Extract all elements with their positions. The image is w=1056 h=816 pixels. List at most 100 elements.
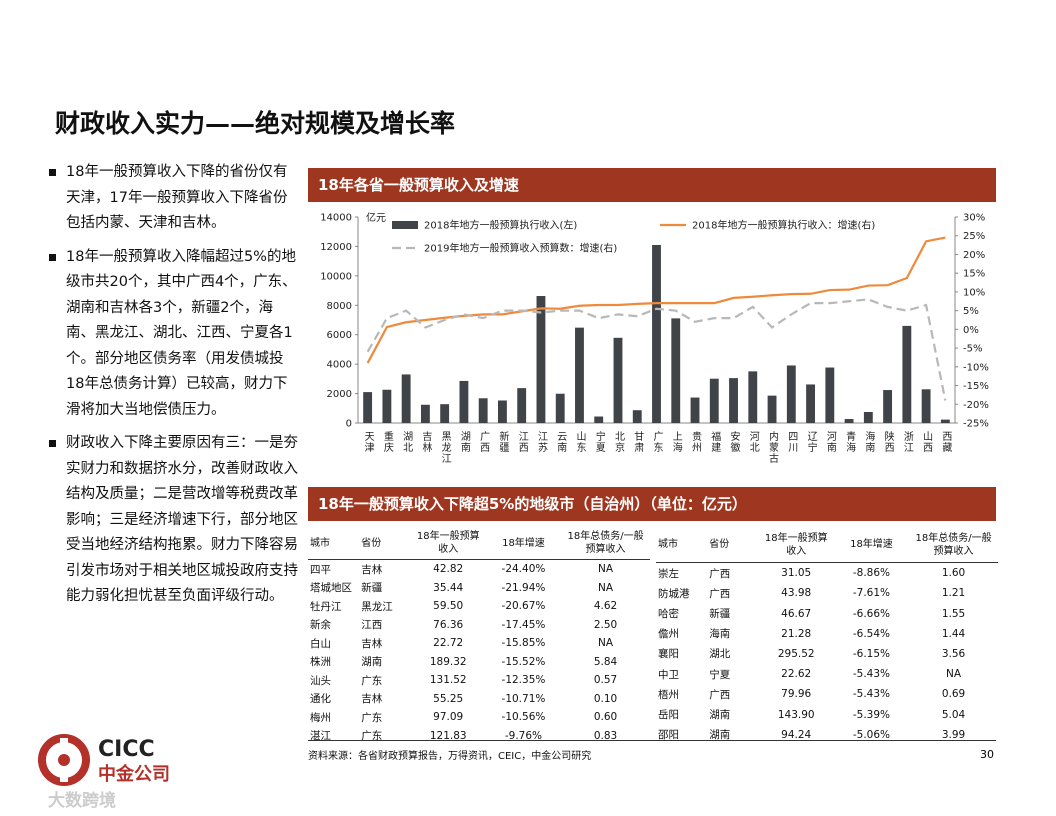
- table-cell: -24.40%: [501, 563, 546, 576]
- table-cell: -20.67%: [501, 600, 546, 613]
- column-header: 18年一般预算收入: [758, 527, 834, 563]
- table-cell: 广东: [361, 711, 383, 724]
- bar: [555, 393, 565, 423]
- legend-swatch: [392, 221, 418, 229]
- table-cell: 1.21: [941, 587, 966, 600]
- table-cell: 广西: [709, 587, 731, 600]
- table-cell: 通化: [310, 693, 331, 706]
- table-cell: 43.98: [781, 587, 812, 600]
- x-tick-label: 吉林: [420, 431, 432, 453]
- table-cell: 35.44: [433, 581, 464, 594]
- table-cell: 湖北: [709, 648, 731, 661]
- x-tick-label: 甘肃: [632, 430, 644, 453]
- x-tick-label: 贵州: [690, 430, 702, 453]
- x-tick-label: 云南: [555, 431, 567, 453]
- table-cell: NA: [598, 581, 614, 594]
- legend-label: 2018年地方一般预算执行收入(左): [424, 219, 577, 232]
- table-cell: 0.10: [593, 692, 618, 705]
- table-row: 崇左 广西 31.05 -8.86% 1.60: [656, 563, 998, 584]
- legend-label: 2018年地方一般预算执行收入：增速(右): [692, 219, 875, 232]
- table-cell: 襄阳: [658, 648, 679, 661]
- logo: CICC 中金公司: [38, 734, 170, 786]
- table-row: 湛江 广东 121.83 -9.76% 0.83: [308, 727, 650, 746]
- bar: [690, 397, 700, 423]
- table-cell: 株洲: [310, 656, 331, 669]
- chart-title: 18年各省一般预算收入及增速: [308, 168, 996, 202]
- table-cell: 0.69: [941, 688, 966, 701]
- table-cell: -9.76%: [504, 729, 543, 742]
- table-cell: 新余: [310, 619, 331, 632]
- column-header: 城市: [656, 527, 708, 563]
- table-cell: 湖南: [709, 729, 731, 742]
- x-tick-label: 北京: [612, 431, 624, 453]
- y2-tick-label: -15%: [963, 381, 989, 392]
- table-cell: 131.52: [429, 674, 467, 687]
- x-tick-label: 宁夏: [593, 430, 605, 453]
- table-row: 牡丹江 黑龙江 59.50 -20.67% 4.62: [308, 597, 650, 616]
- y2-tick-label: 10%: [963, 287, 985, 298]
- x-tick-label: 广东: [651, 431, 663, 453]
- table-cell: -15.85%: [501, 637, 546, 650]
- table-cell: 哈密: [658, 608, 679, 621]
- chart: 0 2000 4000 6000 8000 10000 12000 14000 -25% -20%…: [320, 211, 989, 464]
- table-cell: 4.62: [593, 600, 618, 613]
- table-cell: 42.82: [433, 563, 464, 576]
- x-tick-label: 天津: [362, 431, 374, 453]
- table-cell: -7.61%: [852, 587, 891, 600]
- x-tick-label: 西藏: [940, 431, 952, 453]
- bar: [459, 380, 469, 423]
- x-tick-label: 黑龙江: [439, 431, 451, 464]
- table-cell: 广西: [709, 567, 731, 580]
- bar: [709, 378, 719, 423]
- table-row: 儋州 海南 21.28 -6.54% 1.44: [656, 624, 998, 644]
- table-cell: 46.67: [781, 607, 812, 620]
- table-cell: 143.90: [777, 708, 815, 721]
- table-cell: 5.04: [941, 708, 966, 721]
- table-cell: 梧州: [658, 688, 679, 701]
- table-cell: 汕头: [310, 674, 331, 687]
- table-row: 白山 吉林 22.72 -15.85% NA: [308, 634, 650, 653]
- bar: [940, 419, 950, 423]
- table-cell: 白山: [310, 637, 331, 650]
- table-cell: -5.43%: [852, 668, 891, 681]
- y-tick-label: 12000: [320, 242, 352, 253]
- bar: [632, 410, 642, 423]
- table-row: 梅州 广东 97.09 -10.56% 0.60: [308, 708, 650, 727]
- table-cell: -6.54%: [852, 627, 891, 640]
- table-cell: 牡丹江: [310, 600, 342, 613]
- table-cell: 79.96: [781, 688, 812, 701]
- x-tick-label: 广西: [478, 431, 490, 453]
- x-tick-label: 海南: [863, 430, 875, 453]
- table-cell: 湖南: [709, 709, 731, 722]
- y2-tick-label: 30%: [963, 213, 985, 224]
- table-cell: -15.52%: [501, 655, 546, 668]
- table-cell: -17.45%: [501, 618, 546, 631]
- bar: [613, 337, 623, 423]
- y-tick-label: 14000: [320, 213, 352, 224]
- y-tick-label: 10000: [320, 271, 352, 282]
- column-header: 18年总债务/一般预算收入: [909, 527, 998, 563]
- bar: [902, 325, 912, 423]
- bar: [748, 371, 758, 423]
- logo-dot: [58, 754, 70, 766]
- table-cell: 189.32: [429, 655, 467, 668]
- table-cell: 湛江: [310, 730, 331, 743]
- y2-tick-label: 15%: [963, 269, 985, 280]
- table-cell: 0.57: [593, 674, 618, 687]
- table-row: 通化 吉林 55.25 -10.71% 0.10: [308, 690, 650, 709]
- table-cell: 1.44: [941, 627, 966, 640]
- x-tick-label: 四川: [786, 431, 798, 453]
- table-cell: 吉林: [361, 563, 383, 576]
- table-cell: 儋州: [658, 628, 679, 641]
- table-cell: 1.60: [941, 567, 966, 580]
- x-tick-label: 陕西: [882, 430, 894, 453]
- table-cell: 55.25: [433, 692, 464, 705]
- table-cell: 295.52: [777, 647, 815, 660]
- x-tick-label: 重庆: [381, 430, 393, 453]
- bar: [825, 367, 835, 423]
- bar: [498, 400, 507, 423]
- table-cell: 1.55: [941, 607, 966, 620]
- y-tick-label: 6000: [327, 330, 352, 341]
- table-cell: 吉林: [361, 693, 383, 706]
- logo-cn: 中金公司: [98, 763, 170, 785]
